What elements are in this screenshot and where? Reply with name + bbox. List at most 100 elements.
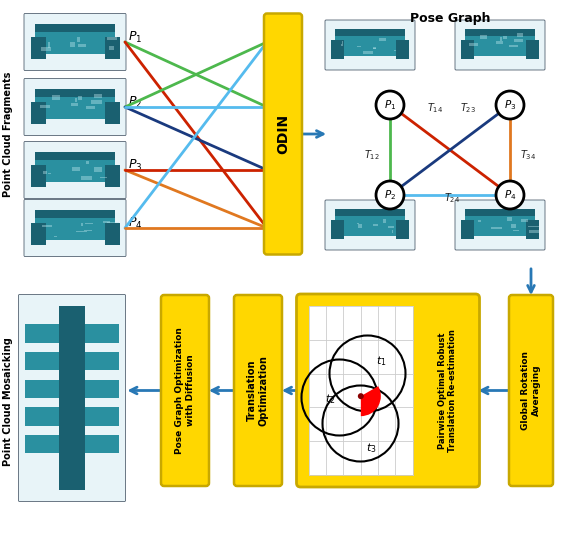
FancyBboxPatch shape — [81, 223, 83, 226]
FancyBboxPatch shape — [30, 101, 46, 123]
FancyBboxPatch shape — [25, 379, 59, 398]
FancyBboxPatch shape — [325, 200, 415, 250]
FancyBboxPatch shape — [75, 98, 77, 102]
FancyBboxPatch shape — [455, 20, 545, 70]
FancyBboxPatch shape — [510, 224, 516, 228]
FancyBboxPatch shape — [25, 324, 59, 343]
Text: Pairwise Optimal Robust
Translation Re-estimation: Pairwise Optimal Robust Translation Re-e… — [438, 329, 457, 452]
FancyBboxPatch shape — [85, 379, 119, 398]
FancyBboxPatch shape — [373, 47, 376, 49]
FancyBboxPatch shape — [71, 103, 78, 106]
FancyBboxPatch shape — [85, 435, 119, 453]
FancyBboxPatch shape — [42, 172, 47, 174]
FancyBboxPatch shape — [526, 40, 539, 59]
Text: $t_2$: $t_2$ — [325, 392, 336, 406]
FancyBboxPatch shape — [94, 94, 102, 98]
FancyBboxPatch shape — [85, 407, 119, 426]
FancyBboxPatch shape — [108, 36, 117, 40]
FancyBboxPatch shape — [30, 222, 46, 244]
Text: $t_1$: $t_1$ — [376, 355, 386, 369]
FancyBboxPatch shape — [85, 324, 119, 343]
FancyBboxPatch shape — [496, 41, 503, 44]
FancyBboxPatch shape — [394, 50, 395, 51]
FancyBboxPatch shape — [19, 294, 126, 502]
FancyBboxPatch shape — [331, 40, 344, 59]
Circle shape — [496, 91, 524, 119]
FancyBboxPatch shape — [77, 38, 80, 42]
Text: $P_1$: $P_1$ — [128, 29, 142, 44]
FancyBboxPatch shape — [356, 46, 362, 47]
Circle shape — [358, 393, 364, 399]
Text: $P_4$: $P_4$ — [504, 188, 516, 202]
FancyBboxPatch shape — [104, 165, 120, 187]
FancyBboxPatch shape — [358, 224, 362, 228]
FancyBboxPatch shape — [72, 167, 81, 171]
FancyBboxPatch shape — [35, 152, 115, 182]
FancyBboxPatch shape — [465, 210, 535, 216]
FancyBboxPatch shape — [507, 218, 512, 221]
FancyBboxPatch shape — [517, 33, 523, 37]
FancyBboxPatch shape — [234, 295, 282, 486]
FancyBboxPatch shape — [373, 48, 376, 49]
FancyBboxPatch shape — [78, 96, 82, 100]
FancyBboxPatch shape — [25, 352, 59, 370]
FancyBboxPatch shape — [24, 199, 126, 257]
FancyBboxPatch shape — [379, 39, 386, 41]
Text: $T_{23}$: $T_{23}$ — [460, 101, 476, 115]
FancyBboxPatch shape — [85, 222, 93, 224]
FancyBboxPatch shape — [25, 435, 59, 453]
Text: Point Cloud Fragments: Point Cloud Fragments — [3, 71, 13, 197]
FancyBboxPatch shape — [521, 219, 528, 222]
FancyBboxPatch shape — [81, 176, 92, 181]
Text: $P_3$: $P_3$ — [128, 158, 143, 173]
FancyBboxPatch shape — [35, 89, 115, 96]
FancyBboxPatch shape — [85, 352, 119, 370]
Circle shape — [376, 91, 404, 119]
FancyBboxPatch shape — [94, 167, 102, 172]
Text: Global Rotation
Averaging: Global Rotation Averaging — [521, 351, 541, 430]
FancyBboxPatch shape — [335, 29, 405, 56]
Text: $P_1$: $P_1$ — [384, 98, 396, 112]
Text: $P_2$: $P_2$ — [128, 94, 142, 109]
Text: $P_3$: $P_3$ — [504, 98, 516, 112]
FancyBboxPatch shape — [91, 100, 102, 103]
FancyBboxPatch shape — [465, 29, 535, 56]
FancyBboxPatch shape — [341, 44, 343, 46]
Bar — [309, 306, 412, 475]
Text: $P_2$: $P_2$ — [384, 188, 396, 202]
FancyBboxPatch shape — [100, 177, 107, 178]
FancyBboxPatch shape — [373, 225, 378, 226]
FancyBboxPatch shape — [331, 220, 344, 240]
FancyBboxPatch shape — [363, 51, 373, 54]
FancyBboxPatch shape — [48, 173, 51, 174]
Text: $T_{12}$: $T_{12}$ — [364, 148, 380, 162]
FancyBboxPatch shape — [35, 24, 115, 54]
FancyBboxPatch shape — [396, 40, 409, 59]
FancyBboxPatch shape — [461, 40, 474, 59]
FancyBboxPatch shape — [35, 24, 115, 32]
FancyBboxPatch shape — [529, 230, 539, 233]
FancyBboxPatch shape — [52, 95, 60, 100]
FancyBboxPatch shape — [86, 107, 95, 109]
Text: ODIN: ODIN — [276, 114, 290, 154]
Text: $t_3$: $t_3$ — [365, 442, 376, 455]
Text: $T_{24}$: $T_{24}$ — [444, 191, 460, 205]
FancyBboxPatch shape — [107, 222, 120, 223]
Text: Point Cloud Mosaicking: Point Cloud Mosaicking — [3, 338, 13, 466]
FancyBboxPatch shape — [86, 160, 89, 165]
Text: Pose Graph: Pose Graph — [410, 12, 490, 25]
Text: $T_{14}$: $T_{14}$ — [427, 101, 443, 115]
FancyBboxPatch shape — [30, 165, 46, 187]
FancyBboxPatch shape — [49, 42, 50, 48]
FancyBboxPatch shape — [526, 220, 539, 240]
FancyBboxPatch shape — [513, 230, 518, 232]
FancyBboxPatch shape — [335, 210, 405, 216]
FancyBboxPatch shape — [514, 39, 523, 42]
FancyBboxPatch shape — [41, 47, 51, 51]
FancyBboxPatch shape — [35, 210, 115, 240]
FancyBboxPatch shape — [491, 227, 502, 229]
FancyBboxPatch shape — [108, 46, 114, 50]
FancyBboxPatch shape — [24, 13, 126, 71]
FancyBboxPatch shape — [455, 200, 545, 250]
FancyBboxPatch shape — [70, 42, 75, 47]
